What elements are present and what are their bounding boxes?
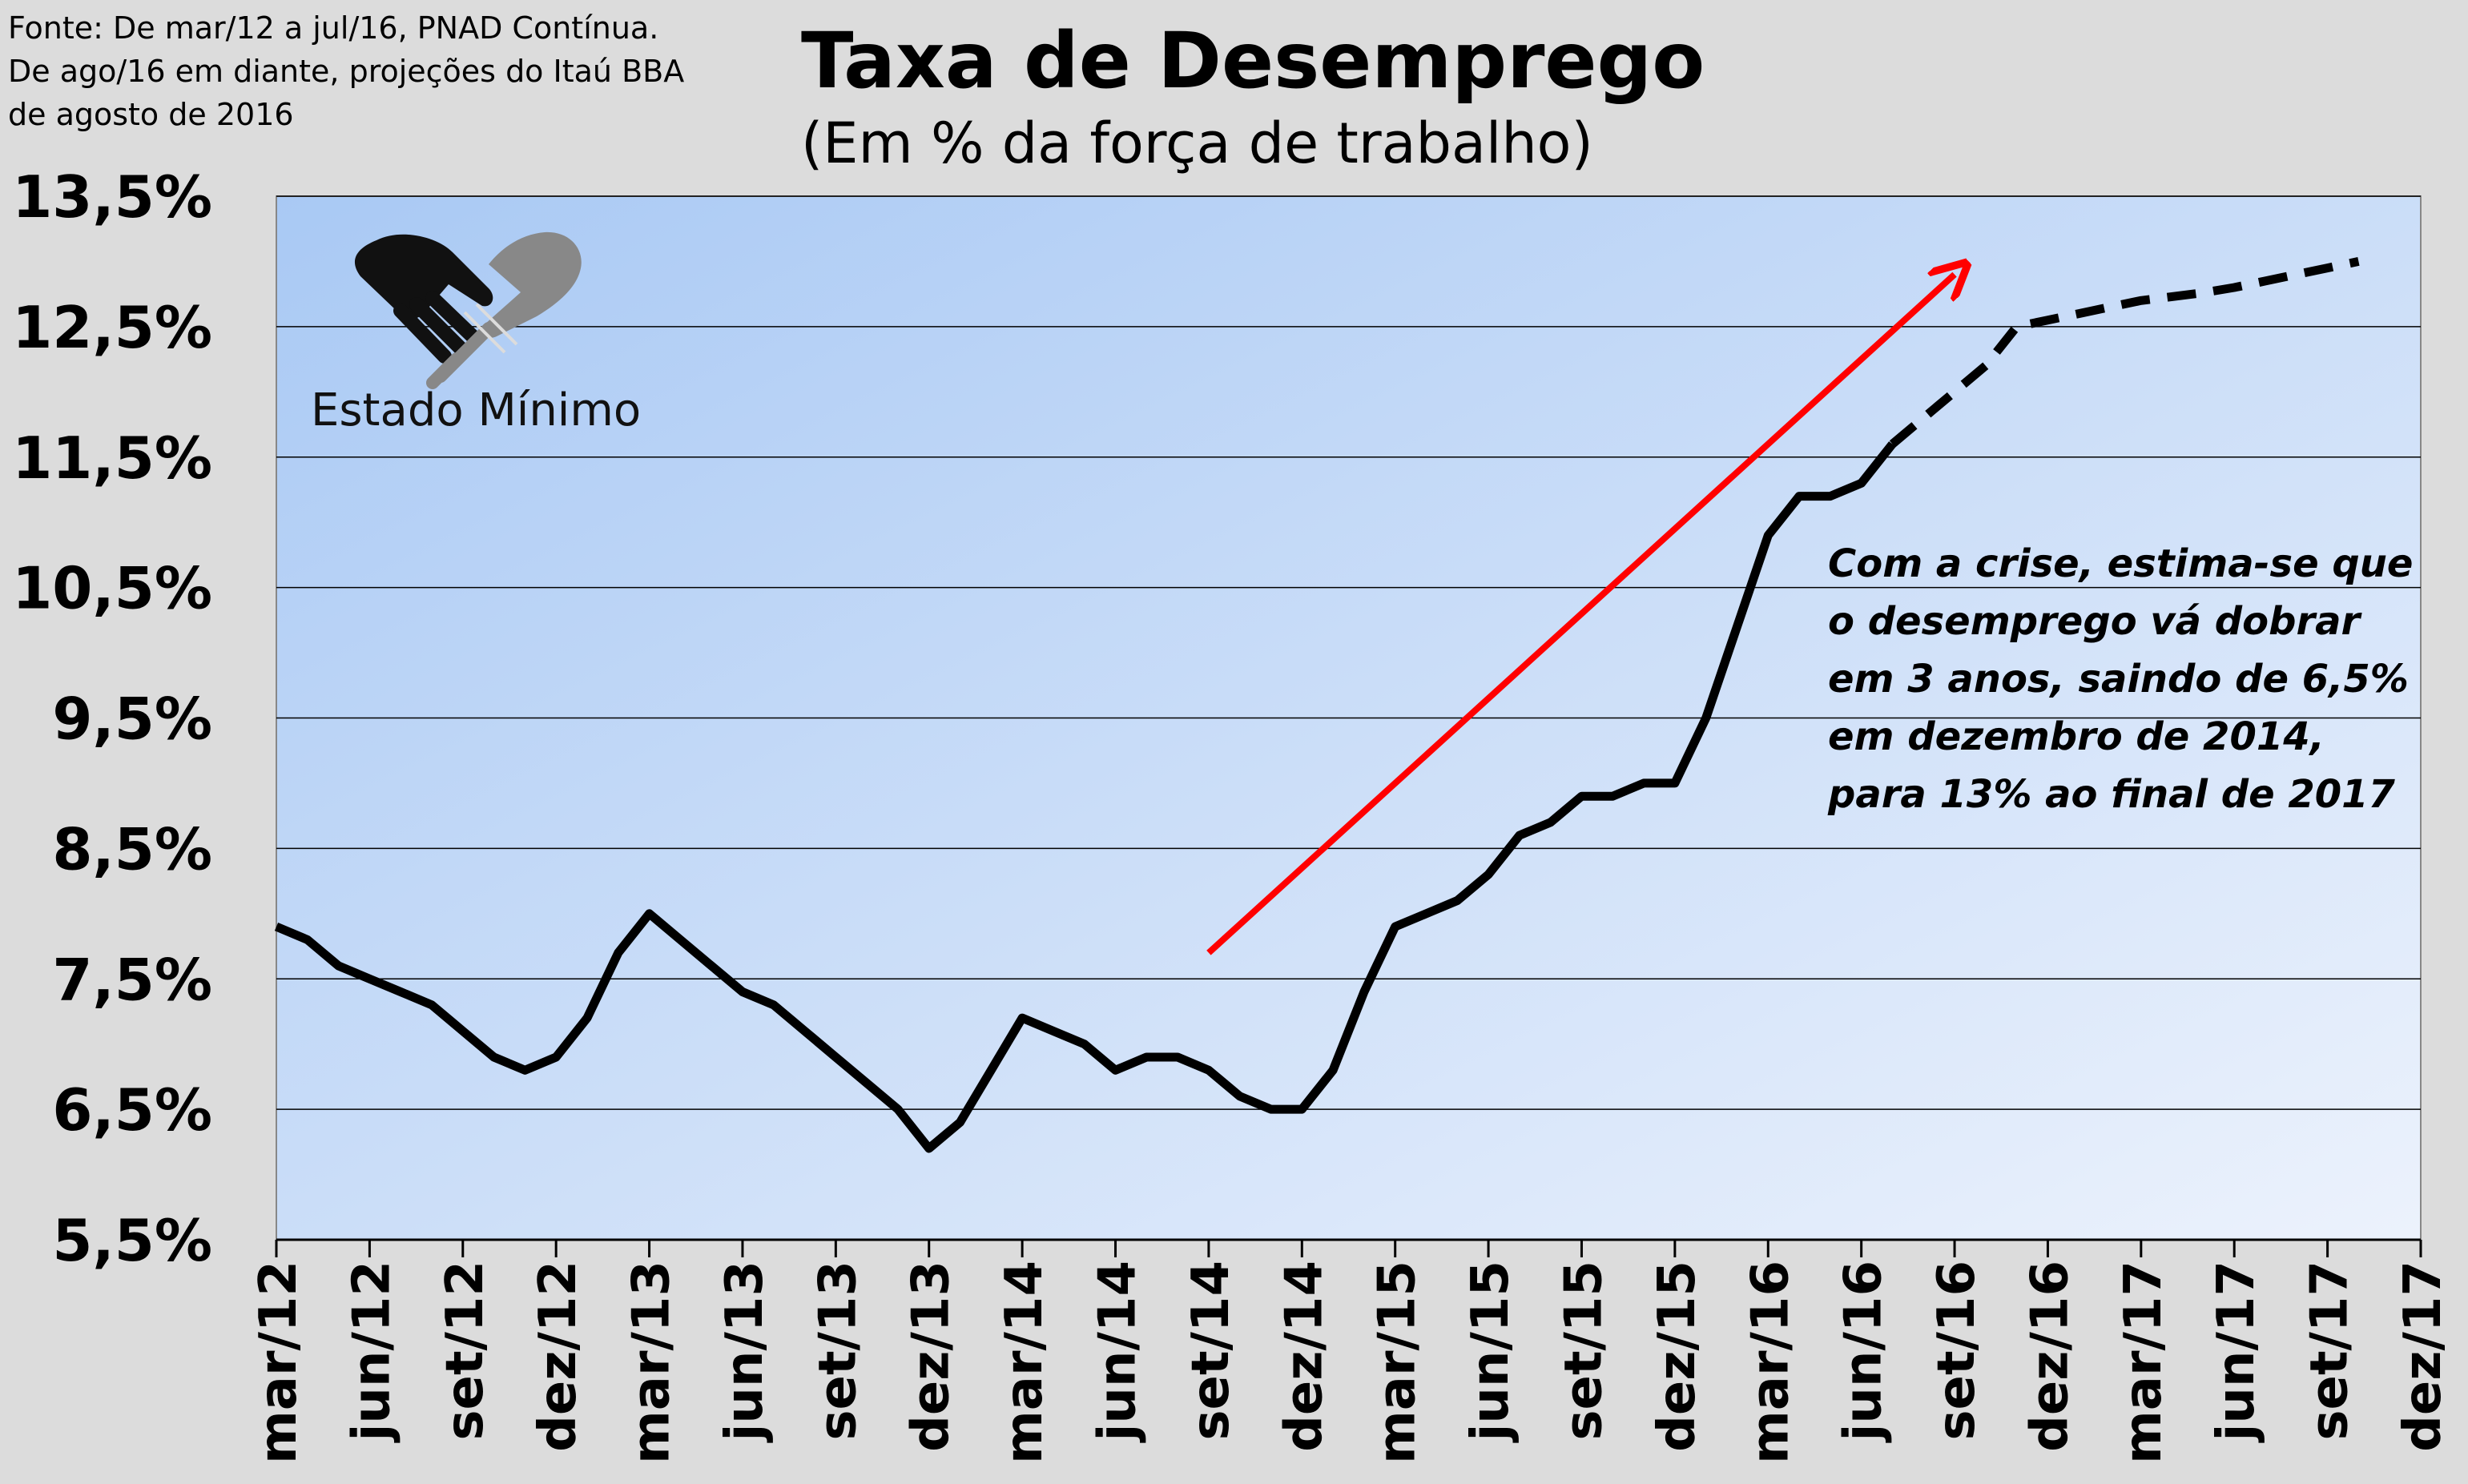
y-tick-label: 6,5% bbox=[52, 1076, 212, 1144]
chart-title: Taxa de Desemprego bbox=[801, 16, 1705, 106]
x-tick-label: jun/13 bbox=[715, 1261, 775, 1444]
y-tick-label: 13,5% bbox=[12, 163, 212, 231]
x-tick-label: dez/16 bbox=[2020, 1261, 2079, 1452]
x-tick-label: mar/15 bbox=[1368, 1261, 1427, 1464]
trend-arrow bbox=[1206, 275, 1955, 955]
x-tick-label: mar/13 bbox=[622, 1261, 682, 1464]
y-tick-label: 12,5% bbox=[12, 294, 212, 361]
unemployment-line bbox=[274, 441, 1896, 1153]
y-tick-label: 5,5% bbox=[52, 1207, 212, 1274]
y-tick-label: 9,5% bbox=[52, 686, 212, 753]
x-tick-label: set/14 bbox=[1182, 1261, 1241, 1441]
y-tick-label: 10,5% bbox=[12, 555, 212, 622]
annotation-line: Com a crise, estima-se que bbox=[1828, 541, 2414, 586]
x-tick-label: set/16 bbox=[1927, 1261, 1987, 1441]
x-tick-label: dez/17 bbox=[2394, 1261, 2453, 1452]
x-tick-label: dez/15 bbox=[1648, 1261, 1707, 1452]
x-tick-label: mar/14 bbox=[995, 1261, 1054, 1464]
x-tick-label: set/17 bbox=[2301, 1261, 2360, 1441]
annotation-text: Com a crise, estima-se que o desemprego … bbox=[1828, 535, 2437, 823]
x-tick-label: mar/12 bbox=[249, 1261, 308, 1464]
chart-subtitle: (Em % da força de trabalho) bbox=[801, 111, 1593, 176]
source-note-line: de agosto de 2016 bbox=[8, 97, 294, 132]
handshake-icon bbox=[354, 231, 582, 389]
x-tick-label: set/15 bbox=[1554, 1261, 1613, 1441]
annotation-line: o desemprego vá dobrar bbox=[1828, 599, 2361, 644]
annotation-line: em 3 anos, saindo de 6,5% bbox=[1828, 657, 2409, 702]
x-tick-label: dez/13 bbox=[902, 1261, 961, 1452]
x-tick-label: jun/17 bbox=[2207, 1261, 2266, 1444]
x-tick-label: jun/16 bbox=[1834, 1261, 1894, 1444]
y-tick-label: 11,5% bbox=[12, 424, 212, 492]
source-note: Fonte: De mar/12 a jul/16, PNAD Contínua… bbox=[8, 6, 729, 136]
projection-line bbox=[1889, 257, 2360, 448]
x-tick-label: jun/15 bbox=[1461, 1261, 1520, 1444]
x-tick-label: set/13 bbox=[808, 1261, 868, 1441]
y-tick-label: 7,5% bbox=[52, 946, 212, 1013]
source-note-line: Fonte: De mar/12 a jul/16, PNAD Contínua… bbox=[8, 10, 659, 46]
x-tick-label: jun/14 bbox=[1089, 1261, 1148, 1444]
source-note-line: De ago/16 em diante, projeções do Itaú B… bbox=[8, 54, 685, 89]
x-tick-label: dez/14 bbox=[1274, 1261, 1334, 1452]
x-tick-label: jun/12 bbox=[342, 1261, 401, 1444]
x-tick-label: mar/16 bbox=[1741, 1261, 1800, 1464]
logo-text: Estado Mínimo bbox=[311, 384, 642, 436]
x-tick-label: set/12 bbox=[436, 1261, 495, 1441]
annotation-line: para 13% ao final de 2017 bbox=[1828, 772, 2395, 817]
annotation-line: em dezembro de 2014, bbox=[1828, 714, 2325, 759]
x-tick-label: dez/12 bbox=[529, 1261, 588, 1452]
y-tick-label: 8,5% bbox=[52, 815, 212, 883]
x-tick-label: mar/17 bbox=[2114, 1261, 2173, 1464]
